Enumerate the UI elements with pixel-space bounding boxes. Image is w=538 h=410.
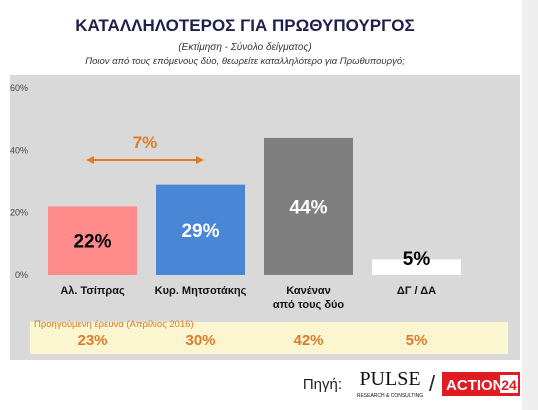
x-tick-label: Κυρ. Μητσοτάκης xyxy=(154,285,247,297)
subtitle: (Εκτίμηση - Σύνολο δείγματος) xyxy=(178,41,311,53)
bar xyxy=(264,137,353,275)
value-label: 44% xyxy=(289,197,327,218)
value-label: 5% xyxy=(403,249,431,270)
y-tick-label: 20% xyxy=(10,208,28,218)
chart-title: ΚΑΤΑΛΛΗΛΟΤΕΡΟΣ ΓΙΑ ΠΡΩΘΥΠΟΥΡΓΟΣ xyxy=(75,16,414,35)
pulse-logo xyxy=(360,362,420,402)
annotation-arrow xyxy=(86,156,204,164)
x-tick-label: ΔΓ / ΔΑ xyxy=(396,285,437,297)
previous-value: 30% xyxy=(185,332,215,349)
bar xyxy=(156,184,245,275)
bar xyxy=(48,206,137,275)
separator: / xyxy=(429,371,436,396)
action-num: 24 xyxy=(501,377,517,393)
annotation: 7% xyxy=(133,133,158,152)
y-tick-label: 40% xyxy=(10,145,28,155)
previous-value: 5% xyxy=(406,332,428,349)
x-tick-label: Κανέναν από τους δύο xyxy=(272,285,345,311)
y-tick-label: 0% xyxy=(15,270,28,280)
y-tick-label: 60% xyxy=(10,83,28,93)
pulse-text: PULSE xyxy=(359,368,420,390)
previous-row xyxy=(30,322,508,354)
pulse-sub: RESEARCH & CONSULTING xyxy=(357,393,423,399)
x-tick-label: Αλ. Τσίπρας xyxy=(60,285,125,297)
value-label: 22% xyxy=(73,232,111,253)
bar xyxy=(372,259,461,275)
question: Ποιον από τους επόμενους δύο, θεωρείτε κ… xyxy=(85,56,405,67)
action-text: ACTION xyxy=(446,377,504,394)
source-label: Πηγή: xyxy=(303,376,342,393)
previous-value: 42% xyxy=(293,332,323,349)
action-num-box xyxy=(500,375,518,393)
previous-value: 23% xyxy=(77,332,107,349)
previous-label: Προηγούμενη έρευνα (Απρίλιος 2016) xyxy=(34,319,194,330)
value-label: 29% xyxy=(181,221,219,242)
